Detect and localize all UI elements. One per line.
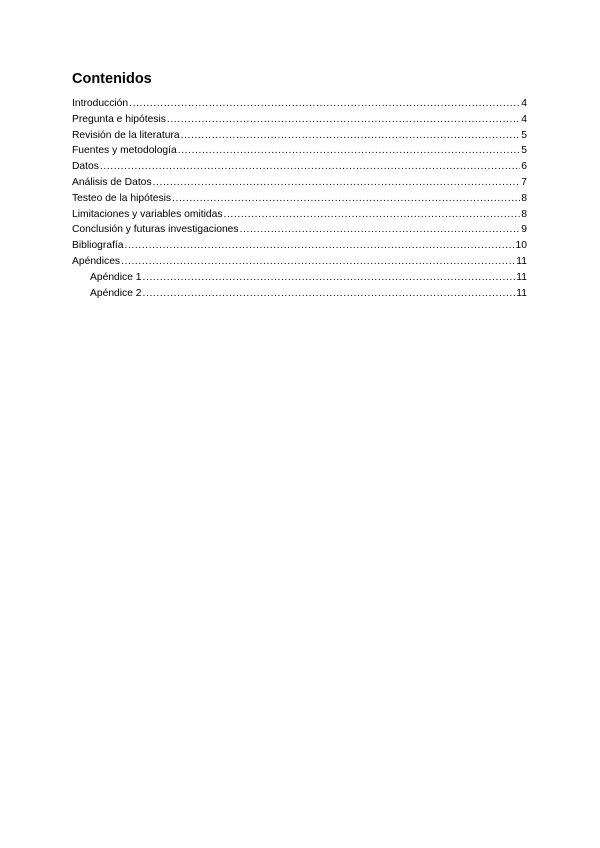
toc-entry-label: Análisis de Datos (72, 176, 152, 188)
table-of-contents: Introducción 4 Pregunta e hipótesis 4 Revisi… (72, 96, 527, 301)
toc-title: Contenidos (72, 71, 152, 87)
toc-entry-page: 10 (515, 240, 527, 252)
dot-leader (181, 128, 521, 144)
toc-entry-page: 7 (521, 176, 527, 188)
dot-leader (172, 191, 520, 207)
toc-entry-label: Fuentes y metodología (72, 145, 177, 157)
toc-entry-label: Bibliografía (72, 240, 124, 252)
toc-entry[interactable]: Testeo de la hipótesis 8 (72, 191, 527, 207)
toc-entry-page: 11 (516, 271, 527, 283)
toc-entry-label: Limitaciones y variables omitidas (72, 208, 223, 220)
toc-entry[interactable]: Apéndices 11 (72, 254, 527, 270)
toc-entry-label: Datos (72, 161, 99, 173)
toc-entry[interactable]: Limitaciones y variables omitidas 8 (72, 207, 527, 223)
toc-entry[interactable]: Datos 6 (72, 159, 527, 175)
toc-entry-page: 5 (521, 145, 527, 157)
dot-leader (143, 286, 516, 302)
toc-entry[interactable]: Revisión de la literatura 5 (72, 128, 527, 144)
toc-entry-page: 8 (521, 192, 527, 204)
dot-leader (129, 96, 520, 112)
dot-leader (125, 238, 515, 254)
dot-leader (143, 270, 516, 286)
toc-entry[interactable]: Fuentes y metodología 5 (72, 143, 527, 159)
toc-entry-label: Conclusión y futuras investigaciones (72, 224, 239, 236)
toc-entry[interactable]: Introducción 4 (72, 96, 527, 112)
toc-entry-page: 4 (521, 113, 527, 125)
toc-entry-page: 8 (521, 208, 527, 220)
toc-entry-page: 6 (521, 161, 527, 173)
toc-entry-page: 5 (521, 129, 527, 141)
toc-entry-page: 4 (521, 98, 527, 109)
dot-leader (153, 175, 521, 191)
toc-entry-label: Revisión de la literatura (72, 129, 180, 141)
toc-entry-page: 9 (521, 224, 527, 236)
dot-leader (167, 112, 520, 128)
dot-leader (224, 207, 521, 223)
toc-entry[interactable]: Apéndice 2 11 (72, 286, 527, 302)
toc-entry-page: 11 (516, 255, 527, 267)
dot-leader (100, 159, 520, 175)
toc-entry-label: Testeo de la hipótesis (72, 192, 172, 204)
toc-entry-label: Introducción (72, 98, 129, 109)
toc-entry[interactable]: Bibliografía 10 (72, 238, 527, 254)
toc-entry-label: Apéndices (72, 255, 121, 267)
toc-entry-label: Apéndice 2 (90, 287, 142, 299)
dot-leader (121, 254, 515, 270)
dot-leader (240, 222, 521, 238)
toc-entry[interactable]: Conclusión y futuras investigaciones 9 (72, 222, 527, 238)
toc-entry-page: 11 (516, 287, 527, 299)
toc-entry-label: Pregunta e hipótesis (72, 113, 166, 125)
toc-entry[interactable]: Análisis de Datos 7 (72, 175, 527, 191)
toc-entry-label: Apéndice 1 (90, 271, 142, 283)
dot-leader (178, 143, 521, 159)
toc-entry[interactable]: Pregunta e hipótesis 4 (72, 112, 527, 128)
toc-entry[interactable]: Apéndice 1 11 (72, 270, 527, 286)
